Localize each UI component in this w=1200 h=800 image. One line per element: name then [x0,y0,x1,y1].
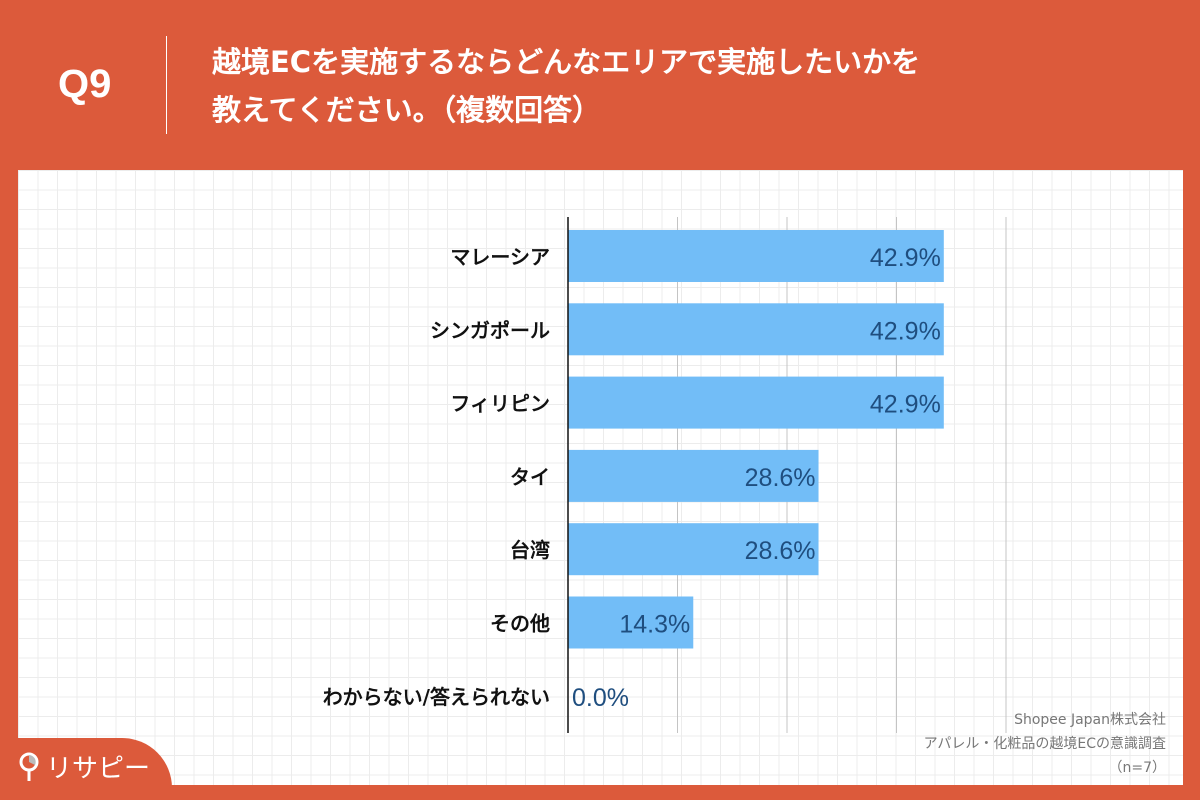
bar [568,230,944,282]
value-label: 0.0% [572,684,629,712]
value-label: 14.3% [619,611,690,639]
value-label: 42.9% [870,244,941,272]
bar [568,596,694,649]
value-label: 28.6% [745,537,816,565]
category-label: フィリピン [450,392,550,416]
pin-icon [19,752,39,781]
bottom-bar [0,785,1200,800]
category-label: わからない/答えられない [323,685,550,709]
bar [568,523,819,576]
logo-text: リサピー [46,754,151,784]
header-divider [166,36,167,134]
category-label: その他 [490,612,550,636]
category-label: マレーシア [450,245,550,269]
source-note: Shopee Japan株式会社 アパレル・化粧品の越境ECの意識調査 （n=7… [924,708,1166,780]
value-label: 42.9% [870,391,941,419]
bar [568,303,944,356]
category-label: シンガポール [430,318,550,342]
category-label: 台湾 [510,538,550,562]
title-line-2: 教えてください。（複数回答） [212,93,602,127]
logo: リサピー [18,748,150,785]
bar [568,376,944,429]
bar [568,449,819,502]
source-sample: （n=7） [1108,760,1166,776]
chart-title: 越境ECを実施するならどんなエリアで実施したいかを 教えてください。（複数回答） [212,38,1172,134]
question-number: Q9 [58,62,112,106]
title-line-1: 越境ECを実施するならどんなエリアで実施したいかを [212,45,921,79]
source-company: Shopee Japan株式会社 [1014,712,1166,728]
value-label: 28.6% [745,464,816,492]
category-label: タイ [510,465,550,489]
value-label: 42.9% [870,317,941,345]
source-survey: アパレル・化粧品の越境ECの意識調査 [923,736,1166,752]
